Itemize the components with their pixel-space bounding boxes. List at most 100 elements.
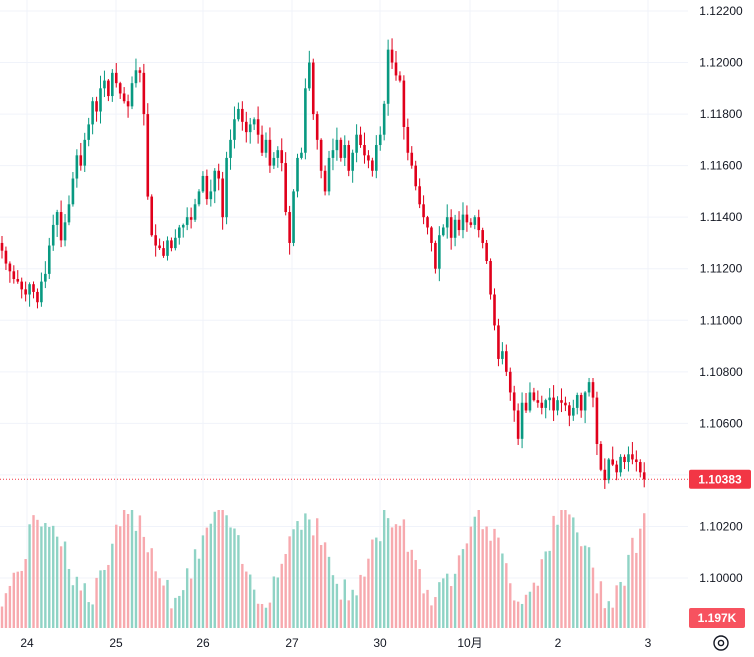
time-axis[interactable]: 24 25 26 27 30 10月 2 3 — [20, 636, 651, 650]
volume-bar — [382, 510, 386, 628]
volume-bar — [410, 549, 413, 628]
candle — [611, 446, 614, 467]
candle — [272, 152, 276, 170]
candle — [87, 117, 90, 147]
candle — [280, 138, 284, 172]
candle — [296, 153, 299, 198]
candle — [378, 126, 382, 151]
candle — [308, 50, 311, 91]
candle — [544, 398, 548, 419]
candle — [508, 367, 512, 401]
volume-bar — [367, 558, 370, 628]
volume-bar — [103, 569, 106, 628]
candle — [501, 342, 504, 365]
volume-bar — [643, 513, 646, 628]
candle — [150, 194, 154, 237]
price-tick-label: 1.12200 — [699, 4, 743, 18]
last-price-label: 1.10383 — [689, 469, 751, 489]
volume-bar — [300, 529, 303, 628]
volume-bar — [587, 547, 591, 628]
candle — [343, 135, 347, 167]
price-tick-label: 1.10000 — [699, 571, 743, 585]
candle — [233, 106, 236, 149]
volume-bar — [343, 579, 346, 628]
volume-bar — [292, 529, 295, 628]
candle — [138, 67, 142, 83]
candle — [469, 218, 473, 228]
volume-bar — [603, 608, 607, 628]
candle — [564, 396, 567, 412]
candle — [635, 450, 638, 472]
volume-bar — [572, 517, 575, 628]
price-axis[interactable]: 1.12200 1.12000 1.11800 1.11600 1.11400 1.112… — [699, 4, 743, 585]
candle — [189, 207, 193, 229]
time-tick-label: 26 — [196, 636, 210, 650]
candle — [359, 126, 362, 148]
volume-bar — [126, 513, 130, 628]
candle — [170, 237, 173, 252]
price-tick-label: 1.11600 — [700, 159, 743, 173]
volume-bar — [280, 563, 283, 628]
candle — [91, 97, 94, 135]
candle — [252, 117, 256, 130]
volume-bar — [556, 524, 559, 628]
candle — [118, 81, 122, 99]
price-tick-label: 1.10600 — [699, 416, 743, 430]
candle — [453, 214, 457, 247]
candle — [276, 146, 280, 168]
candle — [268, 127, 272, 173]
candle — [130, 76, 134, 110]
volume-bar — [611, 607, 614, 628]
volume-bar — [505, 563, 508, 628]
volume-bar — [568, 514, 571, 628]
candle — [603, 458, 607, 489]
candle — [591, 378, 595, 408]
settings-gear-icon[interactable] — [713, 635, 729, 651]
candle — [489, 258, 492, 300]
volume-bar — [256, 603, 260, 628]
candle — [371, 157, 374, 177]
candle — [631, 441, 634, 465]
volume-bar — [288, 536, 291, 628]
candle — [524, 393, 528, 413]
volume-bar — [12, 572, 16, 628]
candle — [540, 395, 544, 415]
volume-bar — [245, 571, 248, 628]
candle — [457, 211, 461, 236]
candle — [422, 195, 425, 225]
volume-bar — [469, 526, 473, 628]
candle — [520, 392, 524, 449]
volume-bar — [205, 527, 209, 628]
candle — [111, 69, 114, 102]
candle — [319, 138, 323, 179]
volume-bar — [122, 510, 126, 628]
volume-bar — [52, 525, 55, 628]
volume-bar — [213, 511, 216, 628]
candle — [264, 132, 268, 158]
volume-bar — [489, 540, 492, 628]
candle — [209, 179, 213, 207]
candle — [134, 58, 138, 88]
candle — [213, 168, 217, 204]
candle — [47, 237, 51, 280]
volume-bar — [304, 513, 307, 628]
volume-bar — [481, 529, 484, 628]
candle — [548, 388, 551, 411]
candle — [560, 388, 563, 413]
candle — [304, 78, 307, 160]
volume-bar — [233, 528, 236, 628]
volume-bar — [532, 582, 536, 628]
candle — [619, 454, 622, 477]
candle — [461, 202, 465, 239]
candle — [162, 241, 165, 258]
candle — [623, 454, 626, 470]
candle — [217, 163, 220, 191]
volume-bar — [36, 519, 39, 628]
volume-bar — [44, 523, 47, 628]
candle — [83, 132, 87, 173]
candle — [434, 240, 437, 274]
volume-bar — [540, 559, 543, 628]
volume-bar — [249, 574, 252, 628]
volume-bar — [477, 510, 480, 628]
